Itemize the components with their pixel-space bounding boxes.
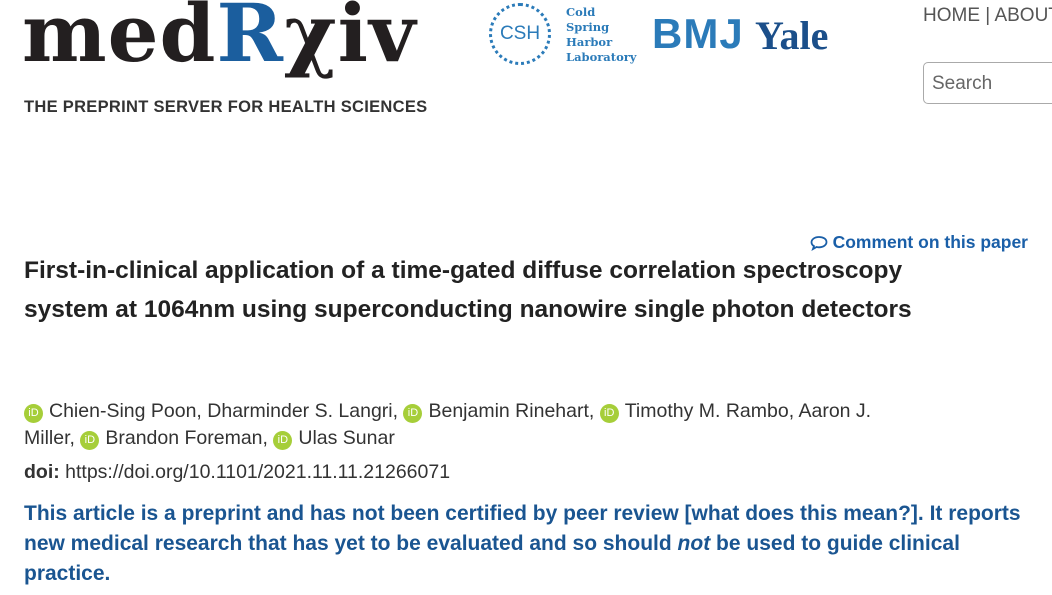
search-placeholder: Search <box>932 73 993 94</box>
csh-line: Cold <box>566 5 596 19</box>
comment-text: Comment on this paper <box>832 232 1028 252</box>
logo-text: χiv <box>283 0 417 80</box>
doi-label: doi: <box>24 461 60 483</box>
doi-link[interactable]: https://doi.org/10.1101/2021.11.11.21266… <box>65 461 451 483</box>
top-nav: HOME | ABOUT <box>923 5 1052 27</box>
csh-logo[interactable]: CSH <box>489 3 551 65</box>
notice-link[interactable]: what does this mean? <box>691 502 911 525</box>
orcid-icon[interactable]: iD <box>80 431 100 450</box>
doi: doi: https://doi.org/10.1101/2021.11.11.… <box>24 461 450 484</box>
logo-text: R <box>216 0 284 80</box>
orcid-icon[interactable]: iD <box>403 404 423 423</box>
csh-text: CSH <box>499 23 541 44</box>
nav-link[interactable]: HOME <box>923 5 980 26</box>
search-box[interactable]: Search <box>923 62 1052 104</box>
orcid-icon[interactable]: iD <box>24 404 43 423</box>
nav-link[interactable]: ABOUT <box>994 5 1052 26</box>
notice-text: This article is a preprint and has not b… <box>24 502 692 525</box>
yale-logo[interactable]: Yale <box>755 13 829 58</box>
tagline: THE PREPRINT SERVER FOR HEALTH SCIENCES <box>24 98 428 116</box>
author-name[interactable]: Ulas Sunar <box>298 427 395 449</box>
author: Aaron J. Miller, <box>24 400 871 449</box>
author-name[interactable]: Benjamin Rinehart, <box>428 400 595 422</box>
nav-separator: | <box>985 5 991 26</box>
orcid-icon[interactable]: iD <box>273 431 293 450</box>
notice-text: be used to guide clinical practice. <box>24 532 960 585</box>
csh-line: Harbor <box>566 35 613 49</box>
author: iD Timothy M. Rambo, <box>599 400 795 423</box>
author-name[interactable]: Timothy M. Rambo, <box>624 400 795 422</box>
comment-icon <box>810 235 827 251</box>
author: iD Ulas Sunar <box>273 427 395 450</box>
notice-text: ]. It reports new medical research that … <box>24 502 1021 555</box>
orcid-icon[interactable]: iD <box>599 404 619 423</box>
author-list: iD Chien-Sing Poon, Dharminder S. Langri,… <box>24 398 924 452</box>
csh-line: Laboratory <box>566 50 637 64</box>
author: iD Benjamin Rinehart, <box>403 400 595 423</box>
article-title: First-in-clinical application of a time-… <box>24 257 912 323</box>
notice-emphasis: not <box>677 532 711 555</box>
csh-name: Cold Spring Harbor Laboratory <box>566 5 636 65</box>
bmj-logo[interactable]: BMJ <box>652 10 744 57</box>
comment-link[interactable]: Comment on this paper <box>810 232 1028 253</box>
author: Dharminder S. Langri, <box>207 400 398 422</box>
author: iD Brandon Foreman, <box>80 427 268 450</box>
author-name[interactable]: Aaron J. Miller, <box>24 400 872 449</box>
site-logo[interactable]: medRχiv <box>22 0 416 80</box>
csh-line: Spring <box>566 20 610 34</box>
preprint-notice: This article is a preprint and has not b… <box>24 499 1024 589</box>
author-name[interactable]: Brandon Foreman, <box>105 427 268 449</box>
logo-text: med <box>22 0 217 80</box>
author: iD Chien-Sing Poon, <box>24 400 202 423</box>
author-name[interactable]: Chien-Sing Poon, <box>49 400 202 422</box>
author-name[interactable]: Dharminder S. Langri, <box>207 400 399 422</box>
